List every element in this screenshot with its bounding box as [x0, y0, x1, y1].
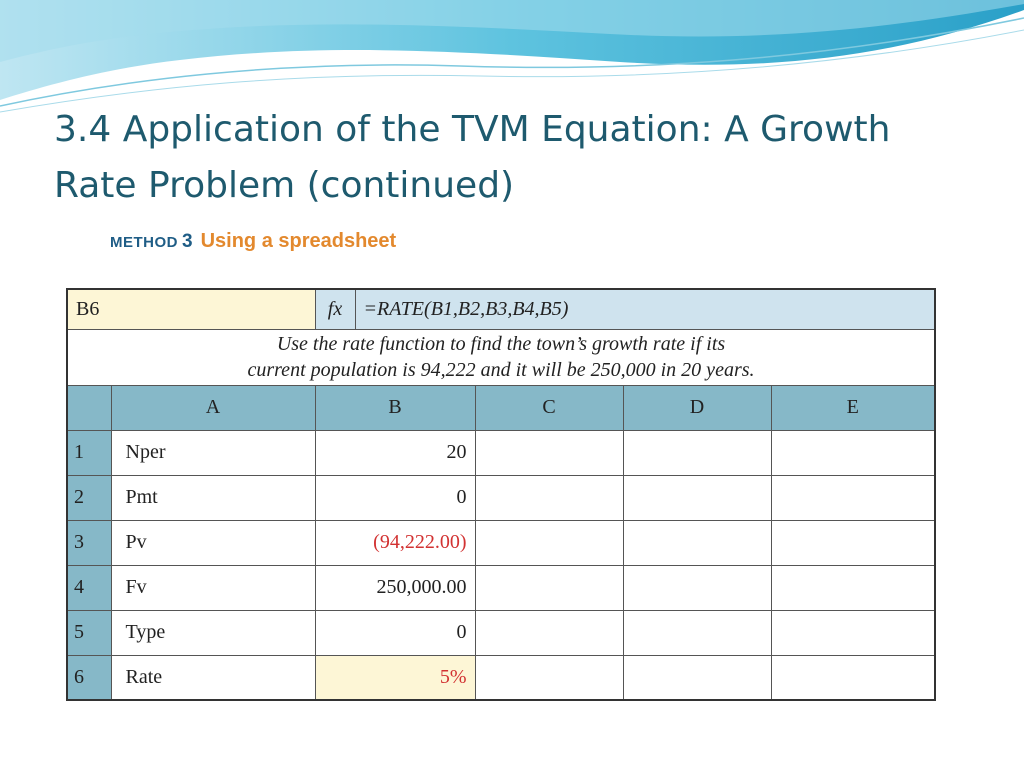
cell-d1[interactable] [622, 429, 772, 476]
spreadsheet-figure: METHOD 3 Using a spreadsheet B6 fx =RATE(B… [60, 218, 946, 704]
row-header[interactable]: 1 [66, 429, 112, 476]
column-header-d[interactable]: D [622, 384, 772, 431]
row-header[interactable]: 2 [66, 474, 112, 521]
cell-c1[interactable] [474, 429, 624, 476]
method-word: METHOD [110, 234, 178, 251]
column-header-e[interactable]: E [770, 384, 936, 431]
table-row: 5 Type 0 [66, 609, 936, 656]
cell-a5[interactable]: Type [110, 609, 316, 656]
cell-c6[interactable] [474, 654, 624, 701]
slide-title: 3.4 Application of the TVM Equation: A G… [54, 102, 994, 214]
table-row: 1 Nper 20 [66, 429, 936, 476]
fx-icon: fx [314, 288, 356, 330]
cell-c5[interactable] [474, 609, 624, 656]
cell-b1[interactable]: 20 [314, 429, 476, 476]
cell-e5[interactable] [770, 609, 936, 656]
cell-b6-selected[interactable]: 5% [314, 654, 476, 701]
table-row: 6 Rate 5% [66, 654, 936, 701]
cell-c3[interactable] [474, 519, 624, 566]
cell-d4[interactable] [622, 564, 772, 611]
row-header[interactable]: 3 [66, 519, 112, 566]
method-number: 3 [182, 231, 193, 252]
instructions-line-1: Use the rate function to find the town’s… [276, 333, 726, 355]
cell-b5[interactable]: 0 [314, 609, 476, 656]
cell-c4[interactable] [474, 564, 624, 611]
row-header[interactable]: 4 [66, 564, 112, 611]
select-all-corner[interactable] [66, 384, 112, 431]
column-header-a[interactable]: A [110, 384, 316, 431]
decorative-wave-banner [0, 0, 1024, 113]
slide-title-line-2: Rate Problem (continued) [54, 165, 515, 206]
cell-b4[interactable]: 250,000.00 [314, 564, 476, 611]
cell-a3[interactable]: Pv [110, 519, 316, 566]
row-header[interactable]: 5 [66, 609, 112, 656]
column-header-b[interactable]: B [314, 384, 476, 431]
cell-b3[interactable]: (94,222.00) [314, 519, 476, 566]
cell-e4[interactable] [770, 564, 936, 611]
cell-e3[interactable] [770, 519, 936, 566]
cell-a2[interactable]: Pmt [110, 474, 316, 521]
cell-e1[interactable] [770, 429, 936, 476]
slide-title-line-1: 3.4 Application of the TVM Equation: A G… [54, 109, 891, 150]
cell-d6[interactable] [622, 654, 772, 701]
table-row: 3 Pv (94,222.00) [66, 519, 936, 566]
cell-d3[interactable] [622, 519, 772, 566]
table-row: 2 Pmt 0 [66, 474, 936, 521]
cell-d5[interactable] [622, 609, 772, 656]
method-heading: METHOD 3 Using a spreadsheet [110, 230, 396, 253]
instructions-row: Use the rate function to find the town’s… [66, 328, 936, 386]
cell-d2[interactable] [622, 474, 772, 521]
instructions-line-2: current population is 94,222 and it will… [247, 359, 755, 381]
cell-a1[interactable]: Nper [110, 429, 316, 476]
spreadsheet-table: B6 fx =RATE(B1,B2,B3,B4,B5) Use the rate… [66, 288, 936, 701]
cell-a4[interactable]: Fv [110, 564, 316, 611]
name-box[interactable]: B6 [66, 288, 316, 330]
cell-b2[interactable]: 0 [314, 474, 476, 521]
cell-e2[interactable] [770, 474, 936, 521]
instructions-text: Use the rate function to find the town’s… [66, 328, 936, 386]
table-row: 4 Fv 250,000.00 [66, 564, 936, 611]
column-header-row: A B C D E [66, 384, 936, 431]
column-header-c[interactable]: C [474, 384, 624, 431]
cell-c2[interactable] [474, 474, 624, 521]
cell-e6[interactable] [770, 654, 936, 701]
method-title: Using a spreadsheet [200, 230, 397, 252]
formula-input[interactable]: =RATE(B1,B2,B3,B4,B5) [354, 288, 936, 330]
row-header[interactable]: 6 [66, 654, 112, 701]
formula-bar: B6 fx =RATE(B1,B2,B3,B4,B5) [66, 288, 936, 330]
cell-a6[interactable]: Rate [110, 654, 316, 701]
